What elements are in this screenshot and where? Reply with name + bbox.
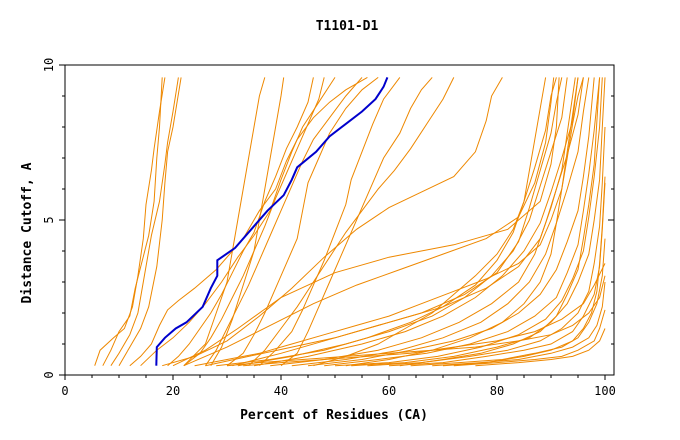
- y-tick-label: 5: [42, 216, 56, 223]
- series-line-10: [226, 77, 379, 367]
- series-line-19: [291, 77, 590, 367]
- x-tick-label: 20: [166, 384, 180, 398]
- series-line-29: [475, 328, 606, 367]
- series-line-23: [351, 77, 606, 367]
- series-line-41: [399, 77, 601, 367]
- series-line-32: [232, 77, 576, 367]
- series-line-36: [183, 77, 266, 367]
- series-line-8: [183, 77, 325, 367]
- series-line-21: [324, 77, 601, 367]
- series-line-1: [94, 77, 166, 366]
- y-axis-ticks: 0 5 10: [42, 58, 614, 379]
- highlight-series-line: [155, 77, 389, 366]
- x-tick-label: 40: [274, 384, 288, 398]
- series-line-30: [226, 275, 606, 367]
- series-line-42: [442, 176, 606, 367]
- x-tick-label: 80: [490, 384, 504, 398]
- x-axis-ticks: 0 20 40 60 80 100: [61, 375, 616, 398]
- series-line-4: [118, 77, 182, 366]
- series-line-33: [172, 77, 560, 367]
- series-line-27: [432, 281, 606, 367]
- series-line-5: [129, 76, 368, 367]
- x-tick-label: 0: [61, 384, 68, 398]
- highlight-series-layer: [155, 77, 389, 366]
- series-line-35: [162, 77, 503, 367]
- series-line-34: [183, 77, 555, 367]
- series-line-39: [313, 77, 547, 367]
- series-line-9: [204, 77, 363, 366]
- series-line-20: [307, 77, 595, 367]
- series-line-15: [216, 77, 557, 367]
- series-line-12: [280, 77, 433, 367]
- series-line-31: [243, 263, 606, 367]
- y-tick-label: 10: [42, 58, 56, 72]
- y-axis-title: Distance Cutoff, A: [20, 162, 35, 303]
- series-line-24: [367, 126, 606, 367]
- series-layer: [94, 76, 606, 367]
- chart-title: T1101-D1: [316, 19, 379, 34]
- x-axis-title: Percent of Residues (CA): [240, 408, 428, 423]
- series-line-17: [253, 77, 579, 367]
- series-line-28: [453, 309, 606, 367]
- x-tick-label: 60: [382, 384, 396, 398]
- series-line-2: [102, 77, 163, 366]
- x-tick-label: 100: [594, 384, 616, 398]
- series-line-3: [110, 77, 179, 366]
- series-line-22: [334, 77, 603, 367]
- series-line-7: [167, 77, 314, 367]
- series-line-40: [345, 77, 579, 367]
- series-line-11: [259, 77, 401, 367]
- series-line-37: [210, 77, 285, 366]
- series-line-38: [248, 77, 455, 367]
- series-line-14: [205, 77, 563, 367]
- series-line-16: [237, 77, 568, 367]
- y-tick-label: 0: [42, 371, 56, 378]
